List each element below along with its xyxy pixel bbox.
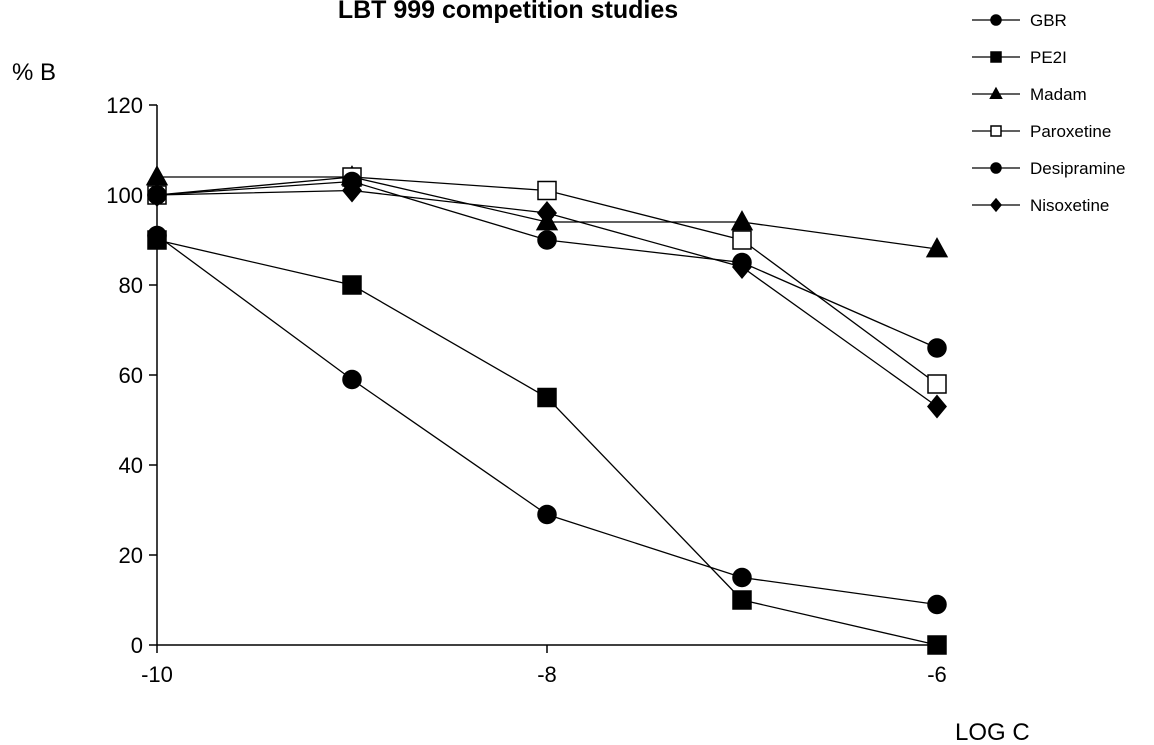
data-point-madam — [730, 210, 754, 231]
legend-label: Desipramine — [1030, 159, 1125, 178]
data-point-nisoxetine — [537, 201, 557, 225]
data-point-gbr — [537, 504, 557, 525]
y-tick-label: 80 — [119, 273, 143, 298]
data-point-pe2i — [927, 635, 947, 655]
legend-marker-nisoxetine — [990, 197, 1002, 213]
data-point-gbr — [732, 567, 752, 588]
x-tick-label: -8 — [537, 662, 557, 687]
data-point-pe2i — [147, 230, 167, 250]
y-tick-label: 60 — [119, 363, 143, 388]
y-tick-label: 100 — [106, 183, 143, 208]
legend-item-nisoxetine: Nisoxetine — [972, 196, 1109, 215]
legend-label: GBR — [1030, 11, 1067, 30]
data-point-nisoxetine — [147, 183, 167, 207]
legend-label: Madam — [1030, 85, 1087, 104]
x-axis-label: LOG C — [955, 719, 1030, 745]
y-axis-label: % B — [12, 59, 56, 86]
legend-marker-madam — [989, 86, 1003, 99]
data-point-gbr — [927, 594, 947, 615]
y-tick-label: 40 — [119, 453, 143, 478]
legend-label: Paroxetine — [1030, 122, 1111, 141]
data-point-pe2i — [732, 590, 752, 610]
series-line-pe2i — [156, 239, 938, 646]
data-point-nisoxetine — [927, 394, 947, 419]
data-point-madam — [145, 165, 169, 186]
legend-item-desipramine: Desipramine — [972, 159, 1125, 178]
data-point-paroxetine — [537, 180, 557, 201]
data-point-desipramine — [927, 338, 947, 358]
data-point-nisoxetine — [342, 178, 362, 203]
legend-item-madam: Madam — [972, 85, 1087, 104]
x-tick-label: -6 — [927, 662, 947, 687]
chart-title: LBT 999 competition studies — [338, 0, 678, 24]
series-line-gbr — [156, 234, 938, 606]
legend: GBR PE2I Madam Paroxetine Desipramine Nisoxet… — [972, 11, 1125, 215]
axis-ticks: 0 20 40 60 80 100 120 -10 -8 -6 — [106, 93, 947, 687]
legend-label: Nisoxetine — [1030, 196, 1109, 215]
legend-item-pe2i: PE2I — [972, 48, 1067, 67]
legend-marker-paroxetine — [990, 125, 1002, 137]
legend-marker-desipramine — [990, 162, 1002, 174]
data-point-paroxetine — [927, 374, 947, 394]
legend-marker-gbr — [990, 14, 1002, 26]
legend-label: PE2I — [1030, 48, 1067, 67]
data-point-paroxetine — [732, 230, 752, 250]
x-tick-label: -10 — [141, 662, 173, 687]
data-point-nisoxetine — [732, 255, 752, 279]
legend-marker-pe2i — [990, 51, 1002, 63]
data-point-pe2i — [537, 387, 557, 408]
data-point-gbr — [342, 369, 362, 390]
data-point-desipramine — [537, 230, 557, 250]
y-tick-label: 0 — [131, 633, 143, 658]
y-tick-label: 120 — [106, 93, 143, 118]
data-point-madam — [925, 237, 949, 258]
legend-item-paroxetine: Paroxetine — [972, 122, 1111, 141]
data-point-pe2i — [342, 275, 362, 295]
legend-item-gbr: GBR — [972, 11, 1067, 30]
series-markers — [145, 165, 949, 655]
y-tick-label: 20 — [119, 543, 143, 568]
